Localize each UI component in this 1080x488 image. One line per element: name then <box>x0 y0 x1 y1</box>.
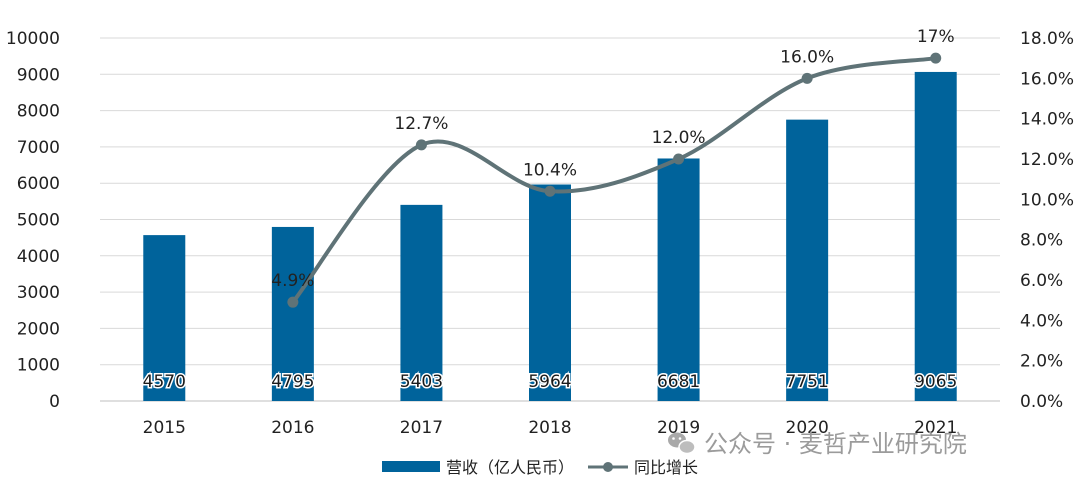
x-tick-label: 2016 <box>271 418 314 438</box>
growth-point-2020 <box>801 72 813 84</box>
x-tick-label: 2018 <box>528 418 571 438</box>
bar-value-label: 4795 <box>271 372 314 392</box>
x-axis-ticks: 2015 2016 2017 2018 2019 2020 2021 <box>143 418 958 438</box>
y-left-tick-label: 5000 <box>17 211 60 231</box>
x-tick-label: 2021 <box>914 418 957 438</box>
y-left-tick-label: 1000 <box>17 356 60 376</box>
growth-point-2018 <box>544 185 556 197</box>
bar-2017 <box>400 204 443 401</box>
bar-value-label: 6681 <box>657 372 700 392</box>
legend-swatch-growth-marker <box>603 462 613 472</box>
growth-point-2019 <box>673 153 685 165</box>
legend-label-revenue: 营收（亿人民币） <box>446 458 574 477</box>
x-tick-label: 2020 <box>786 418 829 438</box>
watermark: 公众号 · 麦哲产业研究院 <box>668 430 967 458</box>
left-axis-ticks: 0 1000 2000 3000 4000 5000 6000 7000 8000 9000 100… <box>6 29 60 412</box>
legend: 营收（亿人民币） 同比增长 <box>382 458 698 477</box>
y-left-tick-label: 2000 <box>17 319 60 339</box>
x-tick-label: 2015 <box>143 418 186 438</box>
data-labels: 4570 4795 5403 5964 6681 7751 9065 4.9% 12.7% 10.… <box>141 27 959 393</box>
right-axis-ticks: 0.0% 2.0% 4.0% 6.0% 8.0% 10.0% 12.0% 14.0% 16.0%… <box>1020 29 1074 412</box>
growth-value-label: 16.0% <box>780 47 834 67</box>
y-left-tick-label: 9000 <box>17 65 60 85</box>
y-left-tick-label: 8000 <box>17 102 60 122</box>
x-tick-label: 2019 <box>657 418 700 438</box>
revenue-bars <box>143 71 957 402</box>
y-right-tick-label: 12.0% <box>1020 150 1074 170</box>
bar-2018 <box>529 184 571 401</box>
legend-label-growth: 同比增长 <box>634 458 698 477</box>
growth-point-2021 <box>930 52 942 64</box>
y-right-tick-label: 6.0% <box>1020 271 1063 291</box>
growth-line-path <box>291 56 937 304</box>
growth-value-label: 12.0% <box>652 128 706 148</box>
bar-2021 <box>914 71 957 402</box>
bar-2016 <box>271 226 314 401</box>
growth-line <box>287 52 942 308</box>
y-left-tick-label: 4000 <box>17 247 60 267</box>
y-left-tick-label: 7000 <box>17 138 60 158</box>
growth-value-label: 17% <box>917 27 955 47</box>
growth-value-label: 10.4% <box>523 160 577 180</box>
y-right-tick-label: 18.0% <box>1020 29 1074 49</box>
y-right-tick-label: 10.0% <box>1020 190 1074 210</box>
growth-point-2017 <box>415 139 427 151</box>
bar-value-label: 5964 <box>528 372 571 392</box>
y-right-tick-label: 14.0% <box>1020 110 1074 130</box>
x-tick-label: 2017 <box>400 418 443 438</box>
watermark-text: 公众号 · 麦哲产业研究院 <box>704 430 967 458</box>
y-right-tick-label: 0.0% <box>1020 392 1063 412</box>
y-right-tick-label: 4.0% <box>1020 311 1063 331</box>
growth-value-label: 12.7% <box>394 114 448 134</box>
y-left-tick-label: 0 <box>49 392 60 412</box>
growth-point-2016 <box>287 296 299 308</box>
bar-value-label: 5403 <box>400 372 443 392</box>
y-left-tick-label: 3000 <box>17 283 60 303</box>
bar-2020 <box>786 119 829 401</box>
bar-value-label: 7751 <box>786 372 829 392</box>
bar-2019 <box>657 158 700 401</box>
y-right-tick-label: 2.0% <box>1020 352 1063 372</box>
wechat-icon <box>668 432 696 455</box>
y-left-tick-label: 6000 <box>17 174 60 194</box>
y-left-tick-label: 10000 <box>6 29 60 49</box>
legend-swatch-revenue <box>382 461 440 472</box>
bar-2015 <box>143 235 186 401</box>
bar-value-label: 4570 <box>143 372 186 392</box>
bar-value-label: 9065 <box>914 372 957 392</box>
y-right-tick-label: 8.0% <box>1020 231 1063 251</box>
growth-value-label: 4.9% <box>271 271 314 291</box>
y-right-tick-label: 16.0% <box>1020 69 1074 89</box>
